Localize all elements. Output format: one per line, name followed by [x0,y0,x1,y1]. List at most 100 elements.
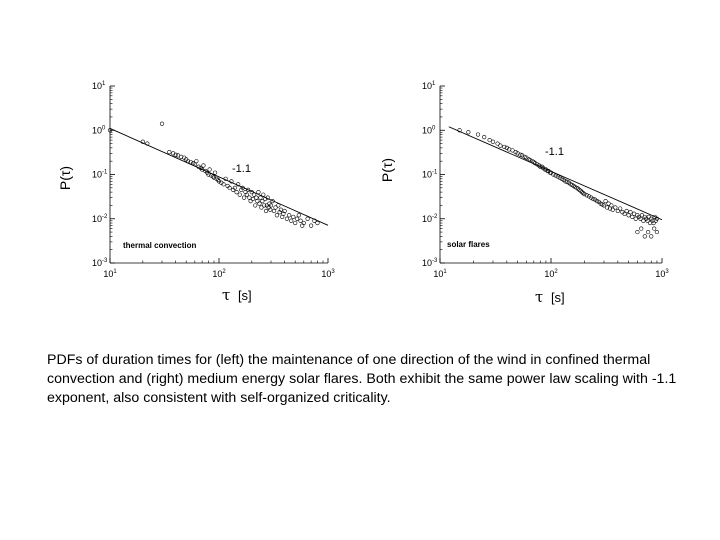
right-data-point [498,143,503,148]
left-data-point [107,128,113,133]
figure-caption: PDFs of duration times for (left) the ma… [47,352,677,406]
right-fit-line [448,126,663,221]
left-data-point [261,192,266,197]
right-data-point [502,144,507,150]
right-data-point [609,203,614,208]
right-x-tick-label: 103 [655,269,669,279]
left-data-point [200,167,205,172]
right-data-point [606,201,611,206]
right-slope-label: -1.1 [545,146,564,158]
left-data-point [159,121,165,126]
left-x-axis-unit: [s] [238,288,252,303]
left-data-point [276,203,281,208]
left-data-point [305,216,310,221]
left-data-point [242,195,247,200]
left-data-point [188,160,193,165]
right-data-point [487,137,492,143]
right-x-axis-symbol: τ [535,288,543,306]
right-data-point [622,211,627,216]
left-data-point [270,199,275,204]
left-data-point [145,141,150,146]
left-data-point [268,207,273,212]
right-y-tick-label: 10-2 [422,214,438,224]
left-data-point [257,201,262,206]
left-data-point [234,190,239,195]
right-data-point [618,206,623,211]
right-data-point [601,203,607,208]
right-data-point [646,229,651,235]
left-data-point [293,220,298,226]
right-data-point [495,141,500,146]
right-data-point [624,208,629,214]
right-data-point [654,216,660,221]
right-x-tick-label: 102 [544,269,558,279]
right-data-point [651,220,656,226]
right-data-point [604,205,610,210]
left-slope-label: -1.1 [232,163,251,175]
right-data-point [642,234,647,239]
right-data-point [654,229,660,235]
left-data-point [227,185,232,190]
right-data-point [646,214,651,220]
left-x-axis-symbol: τ [222,286,230,304]
right-data-point [613,205,618,210]
left-data-point [249,190,254,195]
right-y-tick-label: 101 [422,81,436,91]
right-data-point [531,160,536,165]
right-panel-label: solar flares [447,240,490,249]
left-y-tick-label: 101 [92,81,106,91]
left-data-point [255,199,260,204]
left-data-point [296,213,301,218]
left-data-point [282,208,287,214]
right-x-tick-label: 101 [433,269,447,279]
left-y-tick-label: 10-3 [92,258,108,268]
left-x-axis-label: τ [s] [222,286,252,304]
right-data-point [653,218,658,223]
right-y-axis-label: P(τ) [379,158,395,182]
left-data-point [289,218,294,223]
left-data-point [287,213,292,218]
right-data-point [631,211,637,216]
right-data-point [649,216,654,221]
left-data-point [253,203,258,208]
left-data-point [194,159,199,164]
left-data-point [284,216,290,221]
left-data-point [254,195,259,200]
left-data-point [273,205,278,210]
left-data-point [262,203,267,208]
right-data-point [563,179,568,184]
right-data-point [628,210,633,215]
left-y-tick-label: 10-2 [92,214,108,224]
right-data-point [582,192,587,197]
left-data-point [171,151,176,156]
right-data-point [639,226,644,231]
left-data-point [236,182,241,187]
left-data-point [252,192,257,197]
left-data-point [240,185,245,190]
right-data-point [578,188,583,193]
left-data-point [298,218,303,223]
right-data-point [649,234,654,239]
right-data-point [591,196,596,202]
right-data-point [475,132,481,137]
right-data-point [539,164,545,169]
left-data-point [271,208,277,214]
left-data-point [243,190,248,195]
right-data-point [626,213,631,218]
left-data-point [246,187,251,192]
left-data-point [207,167,212,172]
left-data-point [256,190,261,195]
left-data-point [277,210,282,215]
left-data-point [309,223,314,228]
right-data-point [482,135,487,140]
left-y-tick-label: 100 [92,125,106,135]
right-data-point [528,158,533,163]
left-x-tick-label: 103 [321,269,335,279]
left-data-point [201,163,206,168]
left-data-point [265,195,270,200]
left-data-point [248,199,253,204]
